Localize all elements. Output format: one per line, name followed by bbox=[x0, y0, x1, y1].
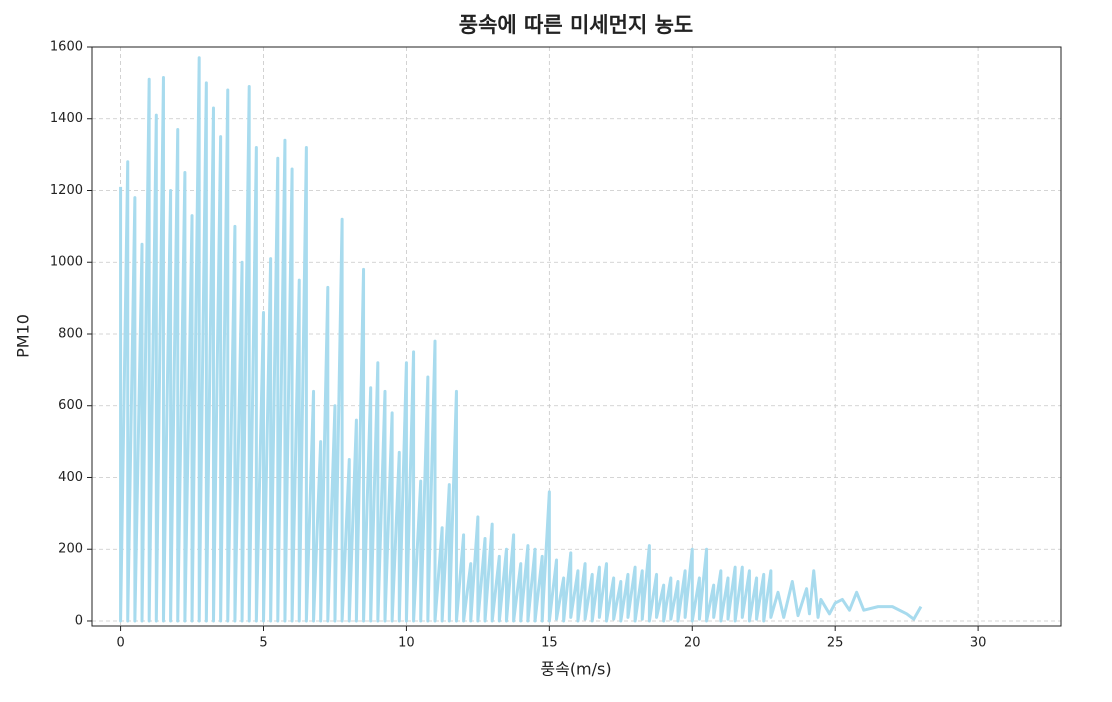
y-tick-label: 1400 bbox=[50, 111, 83, 126]
y-tick-label: 800 bbox=[58, 326, 83, 341]
x-tick-label: 25 bbox=[827, 636, 844, 651]
x-axis-label: 풍속(m/s) bbox=[540, 660, 611, 679]
x-tick-label: 0 bbox=[116, 636, 124, 651]
y-tick-label: 200 bbox=[58, 542, 83, 557]
x-tick-label: 20 bbox=[684, 636, 701, 651]
x-tick-label: 10 bbox=[398, 636, 415, 651]
data-line bbox=[119, 56, 923, 623]
x-tick-label: 5 bbox=[259, 636, 267, 651]
y-tick-label: 400 bbox=[58, 470, 83, 485]
plot-frame bbox=[91, 46, 1062, 627]
x-tick-label: 15 bbox=[541, 636, 558, 651]
y-tick-label: 1000 bbox=[50, 255, 83, 270]
y-tick-label: 0 bbox=[75, 613, 83, 628]
x-tick-label: 30 bbox=[970, 636, 987, 651]
y-axis-label: PM10 bbox=[14, 314, 33, 358]
y-tick-label: 1600 bbox=[50, 40, 83, 55]
y-tick-label: 600 bbox=[58, 398, 83, 413]
chart-title: 풍속에 따른 미세먼지 농도 bbox=[459, 13, 693, 37]
y-tick-label: 1200 bbox=[50, 183, 83, 198]
